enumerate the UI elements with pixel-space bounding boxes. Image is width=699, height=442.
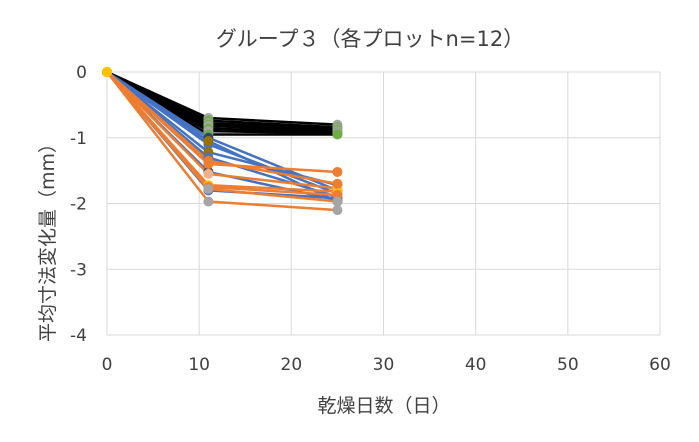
x-tick-label: 0 xyxy=(102,355,113,375)
y-tick-label: 0 xyxy=(76,63,87,83)
x-tick-label: 20 xyxy=(281,355,303,375)
y-axis-label: 平均寸法変化量（mm） xyxy=(37,134,59,342)
data-point xyxy=(203,155,214,166)
data-point xyxy=(203,168,214,179)
data-point xyxy=(102,67,112,77)
x-tick-labels: 0 10 20 30 40 50 60 xyxy=(102,355,671,375)
data-point xyxy=(332,166,343,177)
x-tick-label: 50 xyxy=(557,355,579,375)
chart-title: グループ３（各プロットn=12） xyxy=(216,27,524,51)
data-point xyxy=(332,205,343,216)
y-tick-label: -3 xyxy=(70,260,87,280)
x-axis-label: 乾燥日数（日） xyxy=(317,395,450,417)
data-point xyxy=(332,129,343,140)
y-tick-labels: 0 -1 -2 -3 -4 xyxy=(70,63,87,346)
x-tick-label: 30 xyxy=(373,355,395,375)
grid-lines xyxy=(106,71,661,336)
data-point xyxy=(203,196,214,207)
x-tick-label: 60 xyxy=(649,355,671,375)
x-tick-label: 10 xyxy=(188,355,210,375)
data-point xyxy=(332,196,343,207)
data-point xyxy=(332,178,343,189)
series-group xyxy=(102,67,343,216)
y-tick-label: -4 xyxy=(70,326,87,346)
y-tick-label: -2 xyxy=(70,195,87,215)
data-point xyxy=(203,184,214,195)
y-tick-label: -1 xyxy=(70,129,87,149)
data-point xyxy=(203,136,214,147)
x-tick-label: 40 xyxy=(465,355,487,375)
